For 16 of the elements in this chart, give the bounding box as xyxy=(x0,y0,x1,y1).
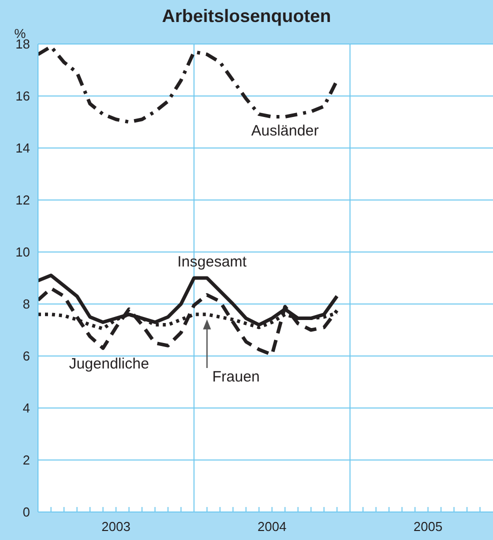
y-tick-label: 10 xyxy=(16,244,30,260)
x-tick-label: 2003 xyxy=(102,519,130,534)
chart-title: Arbeitslosenquoten xyxy=(160,6,332,27)
y-tick-label: 16 xyxy=(16,88,30,104)
y-tick-label: 0 xyxy=(22,504,30,520)
y-tick-label: 2 xyxy=(22,452,30,468)
annotation: Jugendliche xyxy=(68,356,150,372)
y-tick-label: 4 xyxy=(22,400,30,416)
annotation: Ausländer xyxy=(251,122,319,140)
y-tick-label: 6 xyxy=(22,348,30,364)
y-tick-label: 14 xyxy=(16,140,30,156)
x-tick-label: 2004 xyxy=(258,519,286,534)
x-tick-label: 2005 xyxy=(414,519,442,534)
y-tick-label: 12 xyxy=(16,192,30,208)
annotation: Frauen xyxy=(212,368,260,386)
y-tick-label: 8 xyxy=(22,296,30,312)
